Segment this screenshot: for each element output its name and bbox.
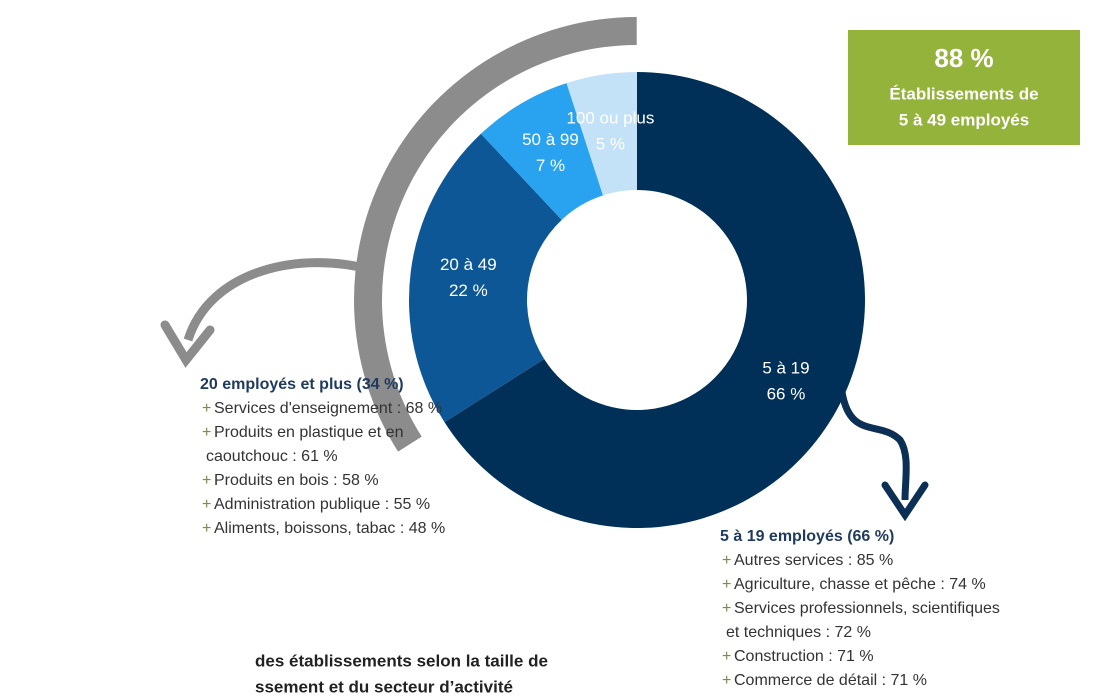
bullet: + bbox=[202, 520, 211, 537]
segment-value: 7 % bbox=[536, 156, 565, 175]
gray-arc bbox=[354, 17, 637, 452]
navy-arrow bbox=[838, 391, 910, 501]
list-item: Aliments, boissons, tabac : 48 % bbox=[214, 520, 445, 537]
list-heading: 20 employés et plus (34 %) bbox=[200, 376, 404, 393]
bullet: + bbox=[202, 424, 211, 441]
bullet: + bbox=[722, 600, 731, 617]
bullet: + bbox=[722, 552, 731, 569]
list-item: caoutchouc : 61 % bbox=[206, 448, 338, 465]
segment-label: 100 ou plus bbox=[566, 109, 654, 128]
bullet: + bbox=[202, 400, 211, 417]
list-heading: 5 à 19 employés (66 %) bbox=[720, 528, 894, 545]
segment-label: 5 à 19 bbox=[762, 358, 809, 377]
highlight-line: 5 à 49 employés bbox=[899, 110, 1029, 129]
bullet: + bbox=[202, 472, 211, 489]
segment-value: 5 % bbox=[596, 135, 625, 154]
list-item: Construction : 71 % bbox=[734, 648, 874, 665]
segment-value: 66 % bbox=[767, 384, 806, 403]
navy-arrowhead bbox=[881, 481, 929, 522]
gray-arrow bbox=[183, 258, 374, 342]
bullet: + bbox=[722, 648, 731, 665]
highlight-box bbox=[848, 30, 1080, 145]
segment-value: 22 % bbox=[449, 281, 488, 300]
segment-label: 50 à 99 bbox=[522, 130, 579, 149]
bullet: + bbox=[722, 576, 731, 593]
donut-segment bbox=[409, 133, 562, 423]
donut-segment bbox=[480, 83, 604, 220]
highlight-line: Établissements de bbox=[889, 84, 1038, 103]
list-item: Administration publique : 55 % bbox=[214, 496, 430, 513]
list-item: Services professionnels, scientifiques bbox=[734, 600, 1000, 617]
bullet: + bbox=[202, 496, 211, 513]
list-item: Services d'enseignement : 68 % bbox=[214, 400, 442, 417]
list-item: Produits en bois : 58 % bbox=[214, 472, 379, 489]
list-item: Commerce de détail : 71 % bbox=[734, 672, 927, 689]
list-item: Produits en plastique et en bbox=[214, 424, 403, 441]
list-item: et techniques : 72 % bbox=[726, 624, 871, 641]
list-item: Agriculture, chasse et pêche : 74 % bbox=[734, 576, 986, 593]
gray-arrowhead bbox=[160, 320, 215, 368]
donut-segment bbox=[566, 72, 637, 196]
caption: des établissements selon la taille de bbox=[255, 651, 548, 670]
segment-label: 20 à 49 bbox=[440, 255, 497, 274]
bullet: + bbox=[722, 672, 731, 689]
donut-segment bbox=[444, 72, 866, 528]
list-item: Autres services : 85 % bbox=[734, 552, 893, 569]
caption: ssement et du secteur d’activité bbox=[255, 677, 513, 696]
highlight-value: 88 % bbox=[934, 43, 993, 73]
